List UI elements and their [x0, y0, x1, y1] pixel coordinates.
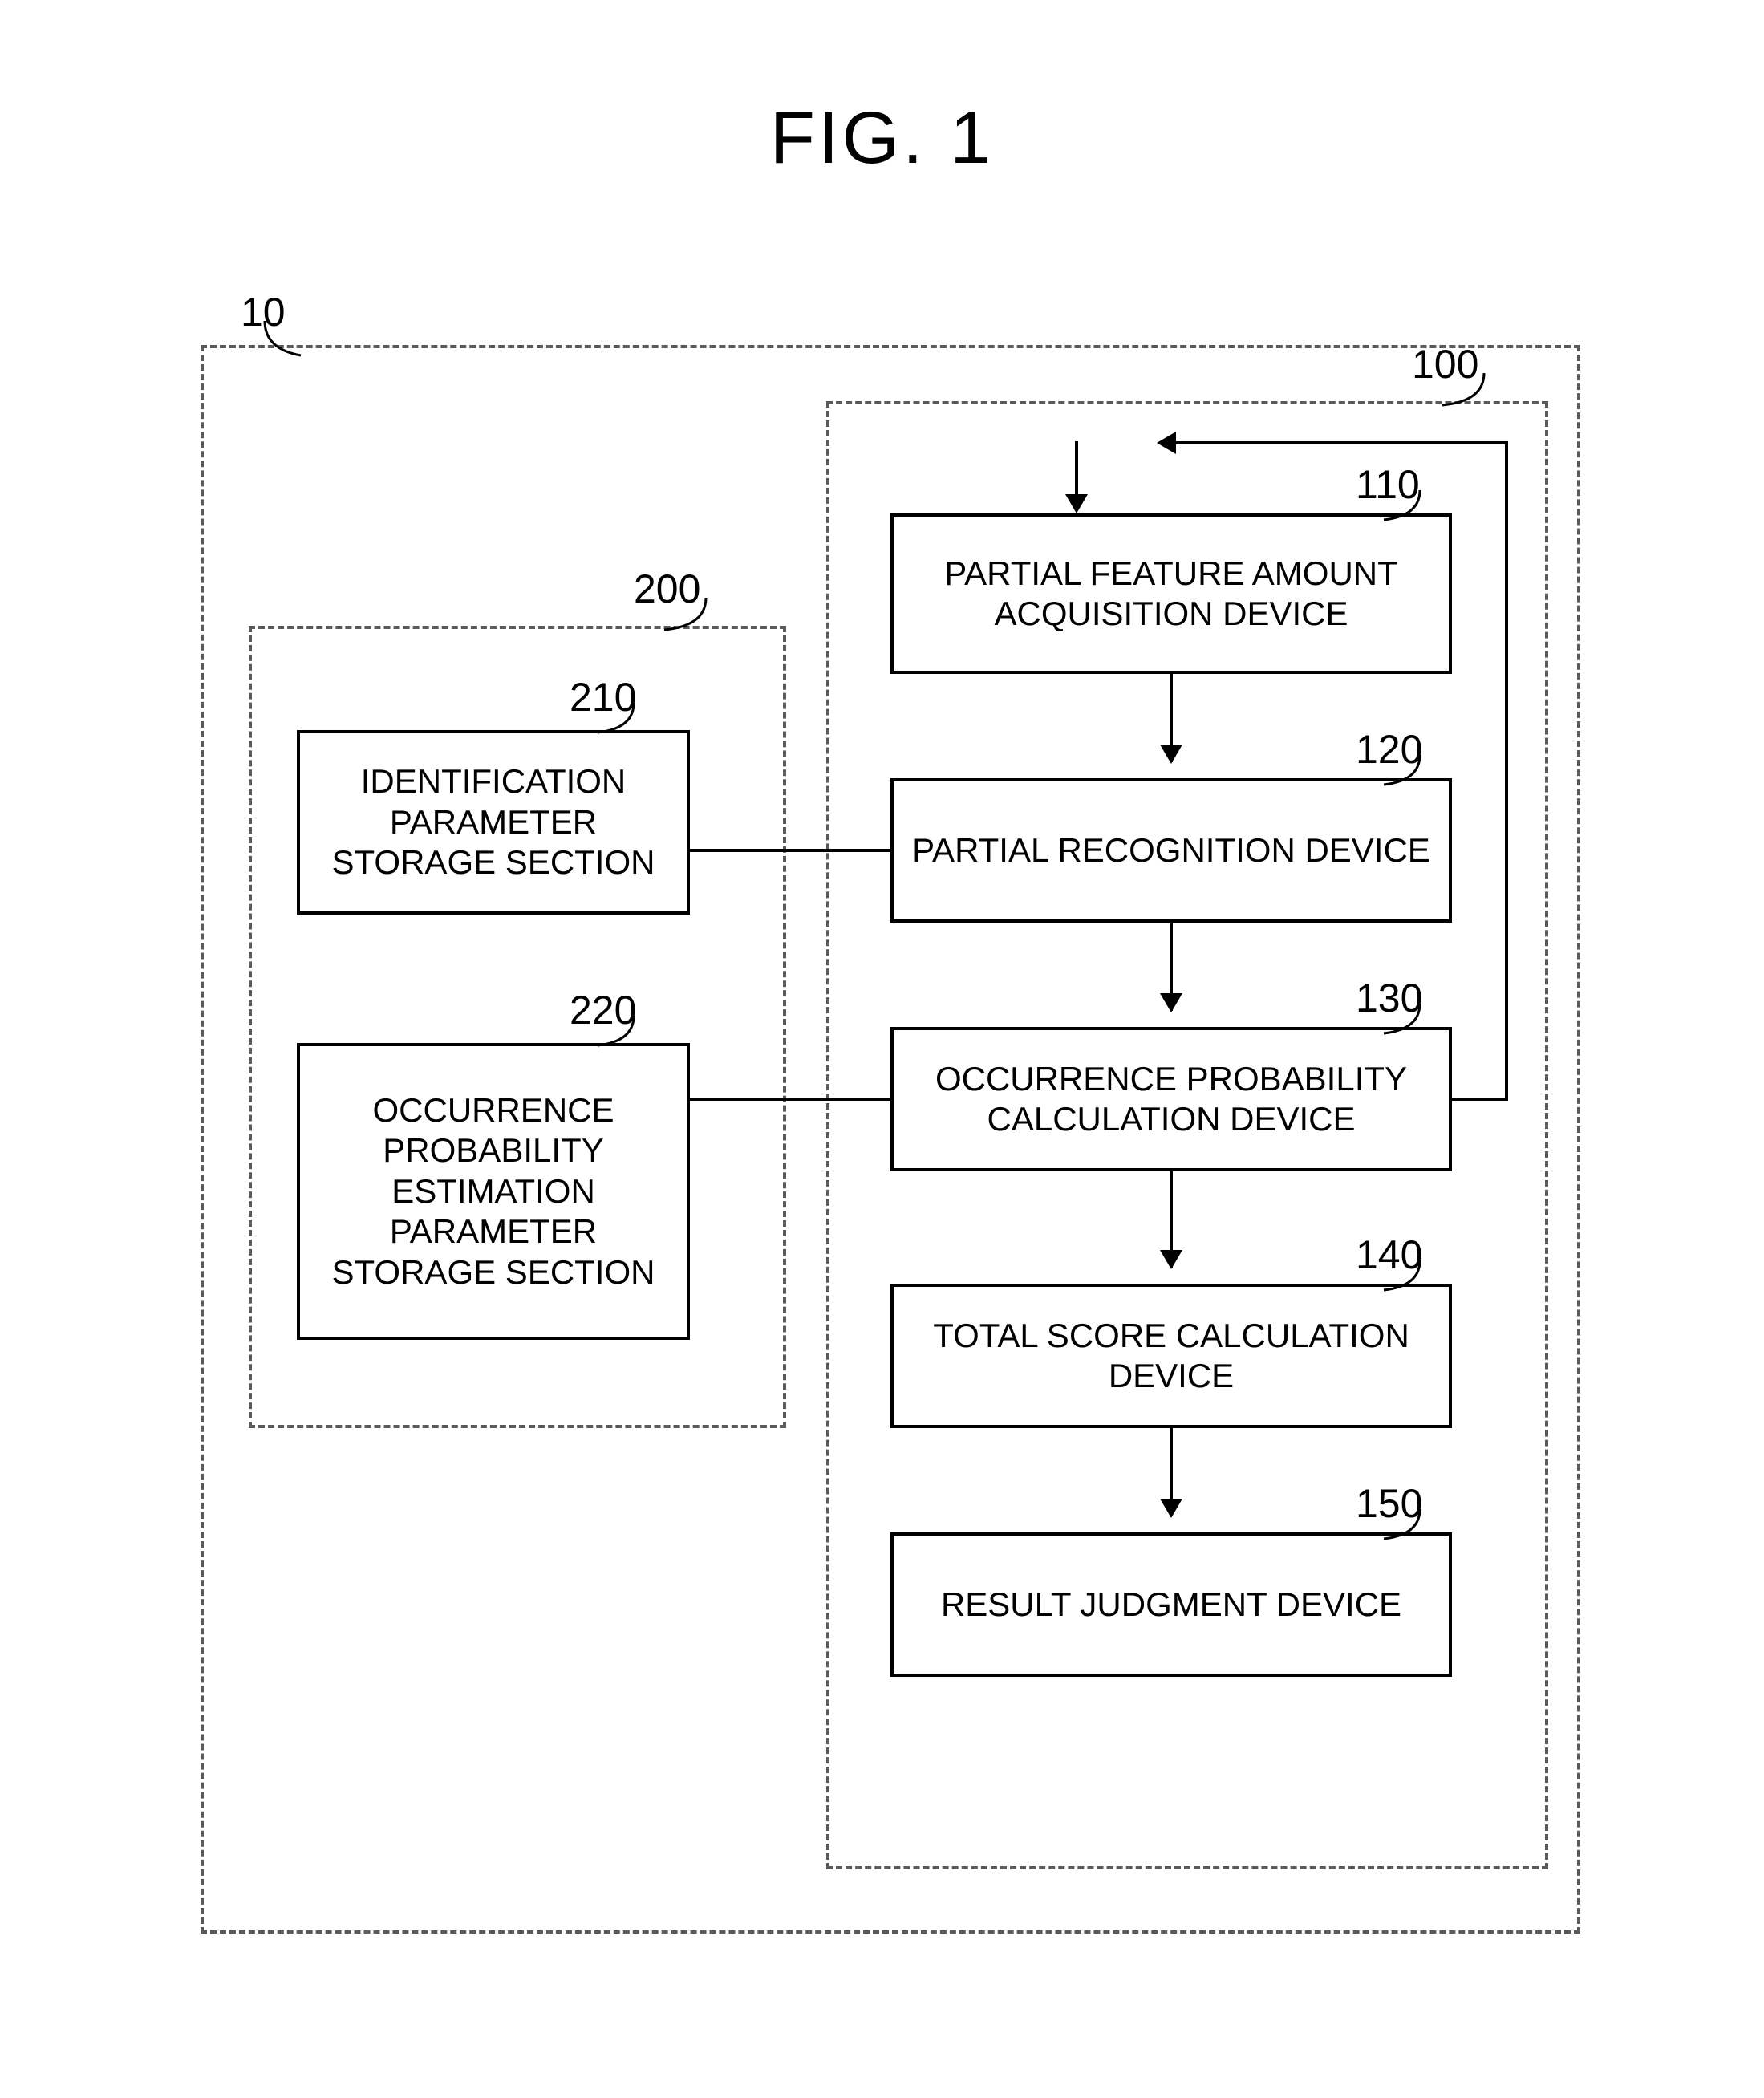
node-120: PARTIAL RECOGNITION DEVICE: [890, 778, 1452, 923]
loop-h-bottom: [1452, 1098, 1508, 1101]
node-140-label: TOTAL SCORE CALCULATION DEVICE: [908, 1316, 1434, 1397]
node-110: PARTIAL FEATURE AMOUNT ACQUISITION DEVIC…: [890, 513, 1452, 674]
lead-140: [1380, 1258, 1436, 1298]
loop-h-top: [1173, 441, 1508, 444]
arrow-140-150: [1170, 1428, 1173, 1516]
node-120-label: PARTIAL RECOGNITION DEVICE: [912, 830, 1430, 870]
lead-10: [257, 317, 313, 365]
loop-v-right: [1505, 441, 1508, 1101]
node-210: IDENTIFICATION PARAMETER STORAGE SECTION: [297, 730, 690, 915]
node-150-label: RESULT JUDGMENT DEVICE: [941, 1585, 1401, 1625]
loop-arrowhead-left: [1157, 432, 1176, 454]
lead-150: [1380, 1507, 1436, 1547]
diagram-canvas: 10 100 200 PARTIAL FEATURE AMOUNT ACQUIS…: [185, 273, 1604, 1958]
arrow-130-140: [1170, 1171, 1173, 1268]
lead-210: [594, 700, 650, 741]
figure-title: FIG. 1: [0, 96, 1764, 181]
lead-130: [1380, 1001, 1436, 1041]
loop-v-into-110: [1075, 441, 1078, 496]
node-130-label: OCCURRENCE PROBABILITY CALCULATION DEVIC…: [908, 1059, 1434, 1140]
lead-200: [658, 594, 730, 642]
node-140: TOTAL SCORE CALCULATION DEVICE: [890, 1284, 1452, 1428]
node-220: OCCURRENCE PROBABILITY ESTIMATION PARAME…: [297, 1043, 690, 1340]
lead-110: [1380, 488, 1436, 528]
node-110-label: PARTIAL FEATURE AMOUNT ACQUISITION DEVIC…: [908, 554, 1434, 635]
arrow-120-130: [1170, 923, 1173, 1011]
node-210-label: IDENTIFICATION PARAMETER STORAGE SECTION: [314, 761, 672, 883]
line-220-130: [690, 1098, 890, 1101]
node-150: RESULT JUDGMENT DEVICE: [890, 1532, 1452, 1677]
loop-arrowhead-down: [1065, 494, 1088, 513]
line-210-120: [690, 849, 890, 852]
lead-100: [1436, 369, 1508, 417]
lead-220: [594, 1013, 650, 1053]
node-130: OCCURRENCE PROBABILITY CALCULATION DEVIC…: [890, 1027, 1452, 1171]
lead-120: [1380, 753, 1436, 793]
arrow-110-120: [1170, 674, 1173, 762]
node-220-label: OCCURRENCE PROBABILITY ESTIMATION PARAME…: [314, 1090, 672, 1292]
